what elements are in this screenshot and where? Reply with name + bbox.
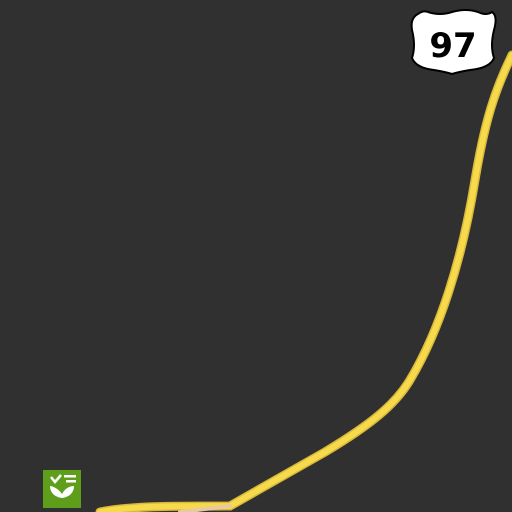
us-route-shield-icon[interactable]: 97 <box>410 9 497 76</box>
route-shield-number: 97 <box>429 26 476 66</box>
garden-center-icon[interactable] <box>43 470 81 508</box>
minor-road-segment <box>178 504 232 512</box>
highway-road[interactable] <box>97 52 512 512</box>
